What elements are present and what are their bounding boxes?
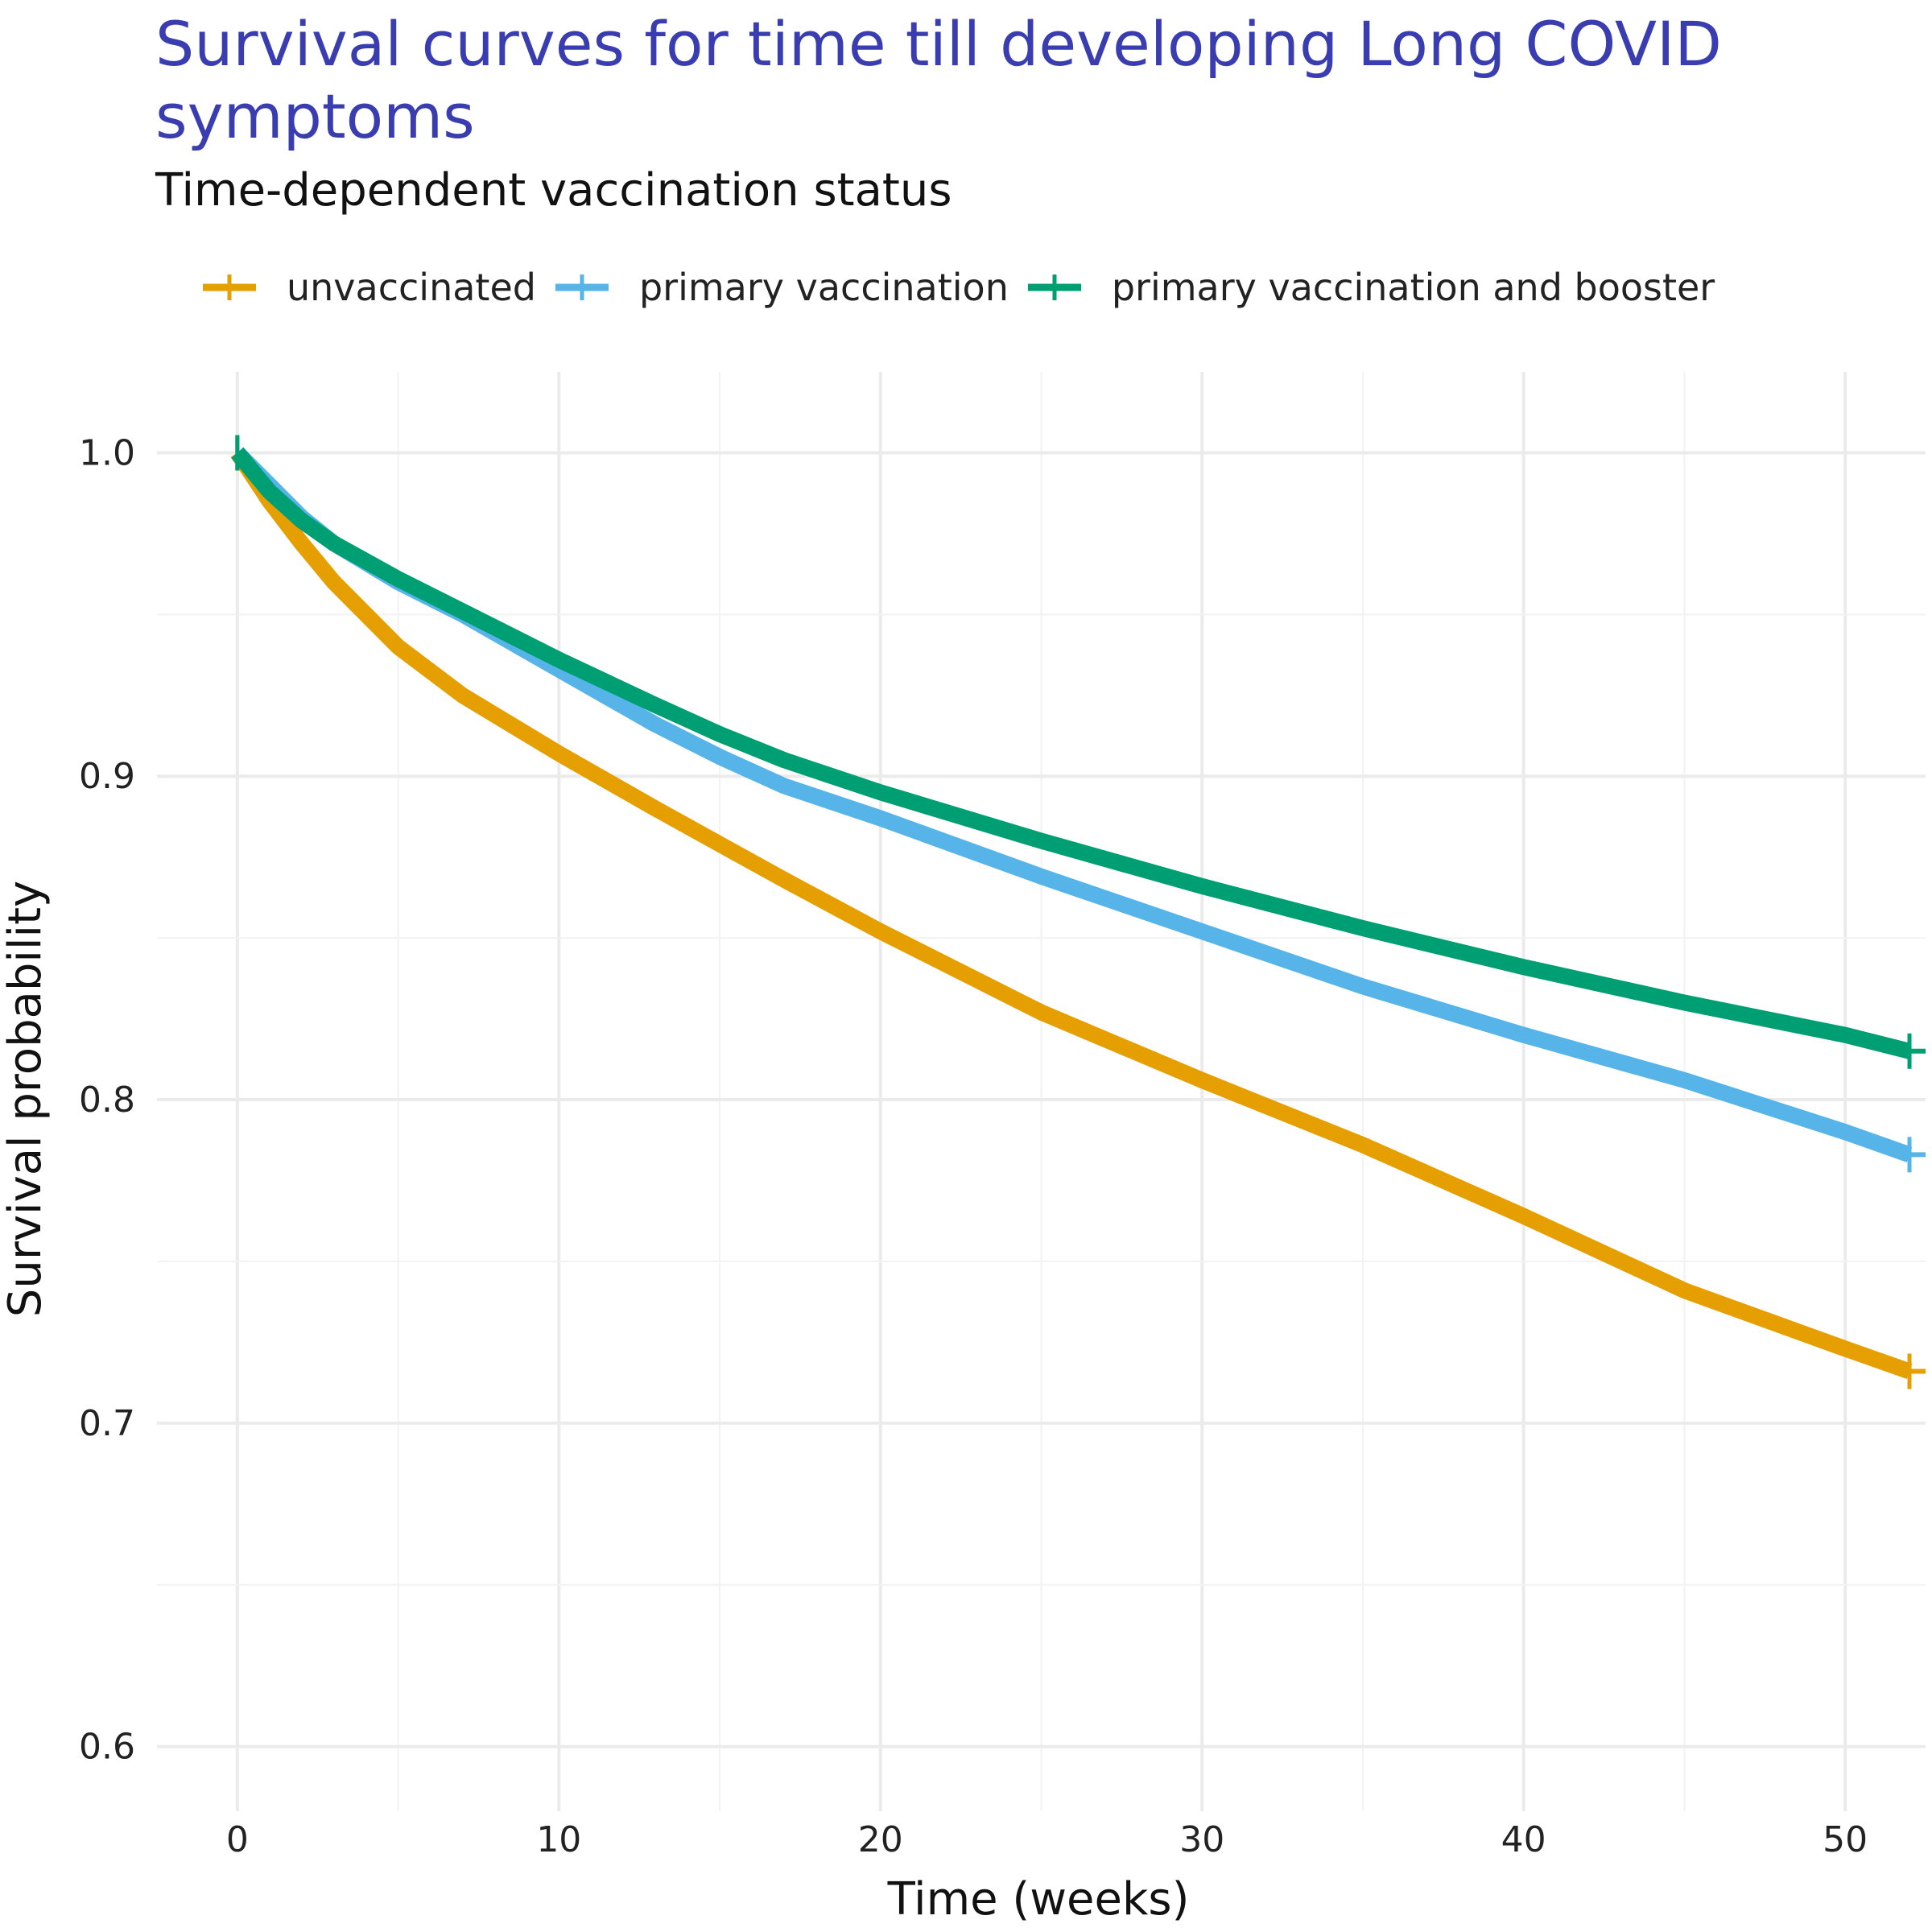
legend-key-primary-vaccination-and-booster: [1027, 275, 1081, 300]
series-line-unvaccinated: [230, 448, 1913, 1380]
chart-subtitle: Time-dependent vaccination status: [155, 164, 952, 217]
y-tick-label: 0.9: [79, 756, 135, 797]
x-tick-label: 0: [226, 1819, 249, 1860]
legend-label-primary-vaccination: primary vaccination: [638, 266, 1009, 309]
legend-label-unvaccinated: unvaccinated: [287, 266, 536, 309]
x-tick-label: 50: [1823, 1819, 1868, 1860]
x-tick-label: 10: [536, 1819, 581, 1860]
x-tick-label: 20: [858, 1819, 903, 1860]
x-tick-label: 30: [1179, 1819, 1224, 1860]
series-line-primary-vaccination-and-booster: [231, 448, 1912, 1059]
chart-title: Survival curves for time till developing…: [155, 8, 1722, 152]
legend-item-unvaccinated: unvaccinated: [201, 263, 536, 312]
legend-label-primary-vaccination-and-booster: primary vaccination and booster: [1111, 266, 1715, 309]
series-line-primary-vaccination: [231, 447, 1913, 1162]
legend-key-unvaccinated: [203, 275, 256, 300]
x-axis-label: Time (weeks): [887, 1873, 1190, 1926]
legend-item-primary-vaccination-and-booster: primary vaccination and booster: [1026, 263, 1715, 312]
y-tick-label: 1.0: [79, 432, 135, 473]
y-tick-label: 0.7: [79, 1403, 135, 1444]
y-tick-labels: 0.6 0.7 0.8 0.9 1.0: [79, 432, 135, 1767]
legend-key-primary-vaccination: [555, 275, 609, 300]
y-tick-label: 0.8: [79, 1080, 135, 1121]
x-tick-labels: 0 10 20 30 40 50: [226, 1819, 1868, 1860]
x-tick-label: 40: [1501, 1819, 1546, 1860]
y-tick-label: 0.6: [79, 1727, 135, 1768]
legend: unvaccinated primary vaccination primary…: [201, 259, 1732, 316]
series-lines: [230, 435, 1926, 1389]
y-axis-label: Survival probability: [0, 881, 52, 1317]
legend-item-primary-vaccination: primary vaccination: [554, 263, 1009, 312]
